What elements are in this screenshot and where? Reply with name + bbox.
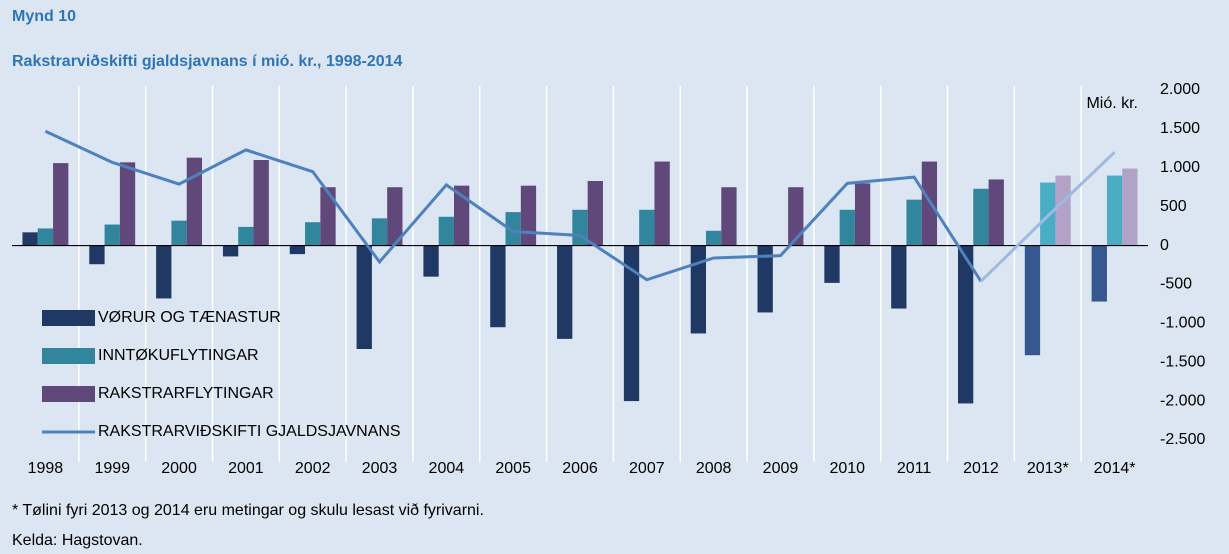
- x-tick-label: 2001: [228, 460, 264, 477]
- bar: [1024, 245, 1041, 356]
- bar: [1122, 168, 1138, 246]
- bar: [238, 226, 254, 246]
- bar: [89, 245, 105, 265]
- bar: [156, 245, 172, 299]
- bar: [356, 245, 372, 349]
- bar: [454, 185, 470, 246]
- y-tick-label: -1.500: [1160, 353, 1205, 370]
- bar: [824, 245, 840, 283]
- y-tick-label: -1.000: [1160, 315, 1205, 332]
- bar: [1055, 175, 1071, 246]
- y-tick-label: -2.000: [1160, 392, 1205, 409]
- bar: [1091, 245, 1107, 302]
- footnote: * Tølini fyri 2013 og 2014 eru metingar …: [12, 502, 484, 519]
- x-tick-label: 1999: [94, 460, 130, 477]
- bar: [587, 181, 603, 246]
- bar: [906, 199, 922, 246]
- x-tick-label: 2004: [429, 460, 465, 477]
- line: [44, 129, 983, 283]
- y-tick-label: 0: [1160, 237, 1169, 254]
- bar: [839, 209, 855, 246]
- line: [979, 151, 1116, 283]
- bar: [423, 245, 439, 277]
- legend-swatch: [42, 348, 95, 364]
- bar: [438, 216, 455, 246]
- source: Kelda: Hagstovan.: [12, 532, 143, 549]
- x-tick-label: 2008: [696, 460, 732, 477]
- bar: [1106, 175, 1123, 246]
- x-tick-label: 2012: [963, 460, 999, 477]
- bar: [757, 245, 773, 313]
- legend-label: RAKSTRARVIÐSKIFTI GJALDSJAVNANS: [98, 423, 401, 440]
- bar: [973, 188, 989, 246]
- x-tick-label: 2014*: [1094, 460, 1136, 477]
- y-tick-label: -2.500: [1160, 431, 1205, 448]
- x-tick-label: 1998: [28, 460, 64, 477]
- bar: [490, 245, 506, 328]
- figure-label: Mynd 10: [12, 8, 76, 25]
- bar: [854, 183, 871, 246]
- bar: [119, 162, 136, 246]
- legend-label: INNTØKUFLYTINGAR: [98, 347, 259, 364]
- bar: [253, 160, 269, 246]
- bar: [387, 187, 403, 246]
- bar: [988, 179, 1004, 246]
- bar: [222, 245, 239, 257]
- x-tick-label: 2003: [362, 460, 398, 477]
- bar: [22, 232, 38, 246]
- bar: [505, 212, 521, 246]
- bar: [639, 209, 655, 246]
- bar: [957, 245, 974, 404]
- y-tick-label: -500: [1160, 276, 1192, 293]
- legend-swatch: [42, 386, 95, 402]
- bar: [371, 218, 388, 246]
- y-tick-label: 2.000: [1160, 81, 1200, 98]
- bar: [721, 187, 737, 246]
- legend-label: RAKSTRARFLYTINGAR: [98, 385, 274, 402]
- x-tick-label: 2011: [897, 460, 932, 477]
- y-tick-label: 1.000: [1160, 159, 1200, 176]
- bar: [305, 222, 321, 246]
- x-tick-label: 2000: [161, 460, 197, 477]
- y-tick-label: 500: [1160, 198, 1187, 215]
- bar: [171, 220, 187, 246]
- bar: [104, 224, 120, 246]
- unit-label: Mió. kr.: [1086, 95, 1138, 112]
- legend-swatch: [42, 310, 95, 326]
- x-tick-label: 2010: [829, 460, 865, 477]
- bar: [520, 185, 537, 246]
- bar: [891, 245, 907, 309]
- x-tick-label: 2006: [562, 460, 598, 477]
- bar: [654, 161, 670, 246]
- x-tick-label: 2013*: [1027, 460, 1069, 477]
- x-tick-label: 2005: [495, 460, 531, 477]
- bar: [557, 245, 573, 339]
- y-tick-label: 1.500: [1160, 120, 1200, 137]
- bar: [705, 230, 722, 246]
- bar: [186, 157, 203, 246]
- bar: [320, 187, 336, 246]
- x-tick-label: 2009: [763, 460, 799, 477]
- bar: [289, 245, 306, 255]
- chart-title: Rakstrarviðskifti gjaldsjavnans í mió. k…: [12, 53, 403, 70]
- bar: [37, 228, 54, 246]
- bar: [623, 245, 640, 402]
- bar: [690, 245, 706, 334]
- legend-label: VØRUR OG TÆNASTUR: [98, 309, 281, 326]
- bar: [788, 187, 804, 246]
- x-tick-label: 2007: [629, 460, 665, 477]
- x-tick-label: 2002: [295, 460, 331, 477]
- bar: [53, 163, 69, 246]
